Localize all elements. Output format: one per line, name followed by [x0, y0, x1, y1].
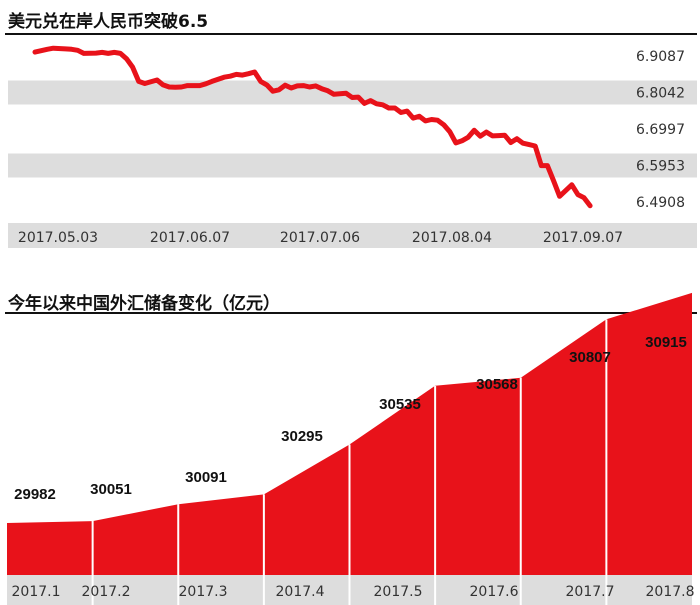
x-tick-label: 2017.3 — [179, 584, 228, 600]
data-label: 30807 — [569, 349, 611, 366]
usd-cny-line — [32, 45, 593, 209]
y-tick-label: 6.8042 — [636, 86, 685, 102]
x-tick-label: 2017.2 — [82, 584, 131, 600]
exchange-rate-chart: 2017.05.03 2017.06.07 2017.07.06 2017.08.04… — [8, 45, 697, 248]
data-label: 30091 — [185, 469, 227, 486]
y-tick-label: 6.9087 — [636, 49, 685, 65]
x-tick-label: 2017.8 — [646, 584, 695, 600]
x-tick-label: 2017.08.04 — [412, 230, 492, 246]
exchange-chart-title: 美元兑在岸人民币突破6.5 — [8, 12, 209, 32]
x-tick-label: 2017.05.03 — [18, 230, 98, 246]
y-tick-label: 6.6997 — [636, 122, 685, 138]
reserves-title-rule — [5, 312, 697, 314]
exchange-title-rule — [5, 33, 697, 35]
x-tick-label: 2017.5 — [374, 584, 423, 600]
grid-band-6.5953 — [8, 153, 697, 178]
data-label: 30051 — [90, 481, 132, 498]
y-tick-label: 6.4908 — [636, 195, 685, 211]
data-label: 30915 — [645, 334, 687, 351]
reserves-chart-title: 今年以来中国外汇储备变化（亿元） — [8, 294, 280, 314]
x-tick-label: 2017.06.07 — [150, 230, 230, 246]
x-tick-label: 2017.7 — [566, 584, 615, 600]
x-tick-label: 2017.6 — [470, 584, 519, 600]
grid-band-6.8042 — [8, 80, 697, 105]
data-label: 30568 — [476, 376, 518, 393]
data-label: 30535 — [379, 396, 421, 413]
data-label: 29982 — [14, 486, 56, 503]
y-tick-label: 6.5953 — [636, 158, 685, 174]
data-label: 30295 — [281, 428, 323, 445]
x-tick-label: 2017.1 — [12, 584, 61, 600]
x-tick-label: 2017.07.06 — [280, 230, 360, 246]
x-axis-band — [8, 223, 697, 248]
x-tick-label: 2017.09.07 — [543, 230, 623, 246]
x-tick-label: 2017.4 — [276, 584, 325, 600]
